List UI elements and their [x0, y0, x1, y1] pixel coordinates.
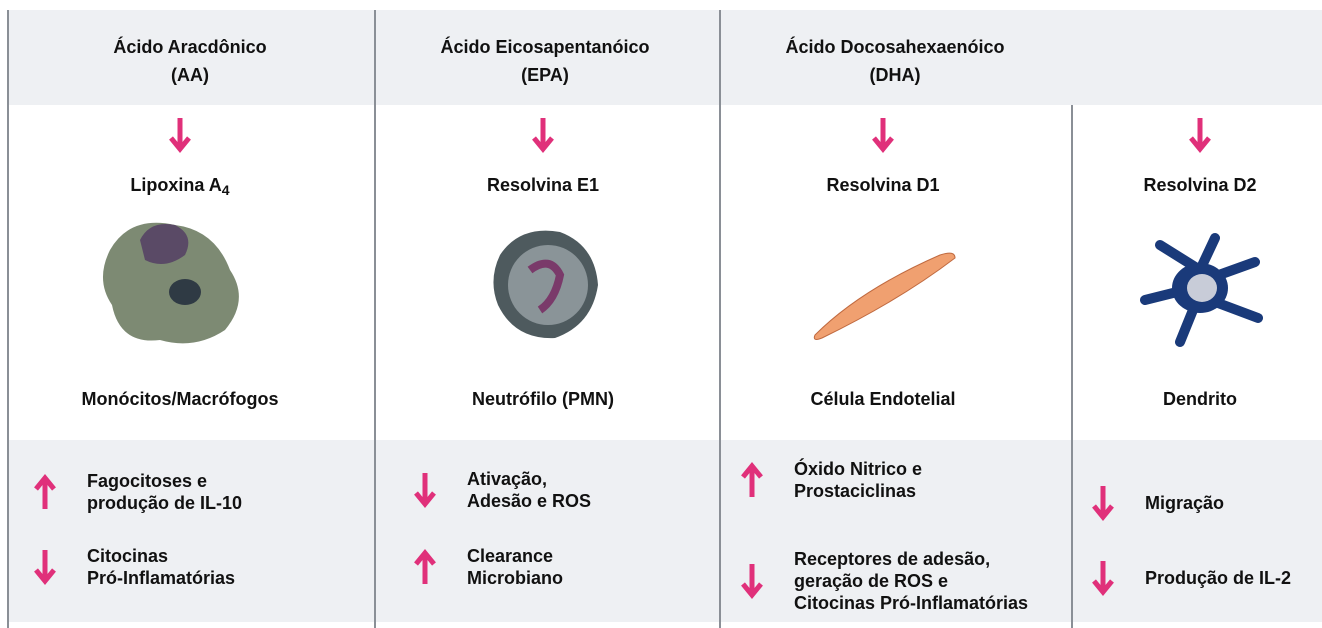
endothelial-image: [813, 252, 956, 340]
label: Prostaciclinas: [794, 481, 917, 501]
macrophage-image: [102, 222, 239, 344]
label: Migração: [1145, 493, 1225, 513]
arrow: [532, 118, 554, 153]
header-band: [8, 10, 1322, 105]
arrow: [169, 118, 191, 153]
arrow: [34, 550, 56, 585]
label: Receptores de adesão,: [794, 549, 991, 569]
label: Óxido Nitrico e: [794, 459, 923, 479]
label: Célula Endotelial: [810, 389, 956, 409]
label: Fagocitoses e: [87, 471, 208, 491]
subscript: 4: [221, 182, 230, 198]
arrow: [1092, 486, 1114, 521]
label: Monócitos/Macrófogos: [81, 389, 279, 409]
neutrophil-image: [493, 230, 598, 339]
arrow: [741, 564, 763, 599]
label: Microbiano: [467, 568, 564, 588]
label: Ativação,: [467, 469, 548, 489]
arrow: [1092, 561, 1114, 596]
label: Ácido Docosahexaenóico: [785, 37, 1005, 57]
label: Ácido Aracdônico: [113, 37, 267, 57]
label: Ácido Eicosapentanóico: [440, 37, 650, 57]
label: (DHA): [869, 65, 921, 85]
label: Clearance: [467, 546, 554, 566]
effects-band: [8, 440, 1322, 622]
label: Neutrófilo (PMN): [472, 389, 614, 409]
label: Adesão e ROS: [467, 491, 592, 511]
dendrite-image: [1140, 233, 1263, 347]
arrow: [741, 462, 763, 497]
label: Lipoxina A4: [130, 175, 230, 198]
label: Pró-Inflamatórias: [87, 568, 236, 588]
label: Citocinas Pró-Inflamatórias: [794, 593, 1029, 613]
label: Citocinas: [87, 546, 169, 566]
label: Resolvina D2: [1143, 175, 1257, 195]
label: Resolvina D1: [826, 175, 940, 195]
label: (AA): [171, 65, 209, 85]
label: Dendrito: [1163, 389, 1237, 409]
arrow: [414, 549, 436, 584]
arrow: [1189, 118, 1211, 153]
arrow: [872, 118, 894, 153]
label: Resolvina E1: [486, 175, 600, 195]
label: (EPA): [521, 65, 569, 85]
arrow: [414, 473, 436, 508]
arrow: [34, 474, 56, 509]
label: geração de ROS e: [794, 571, 949, 591]
label: Produção de IL-2: [1145, 568, 1292, 588]
label: produção de IL-10: [87, 493, 243, 513]
